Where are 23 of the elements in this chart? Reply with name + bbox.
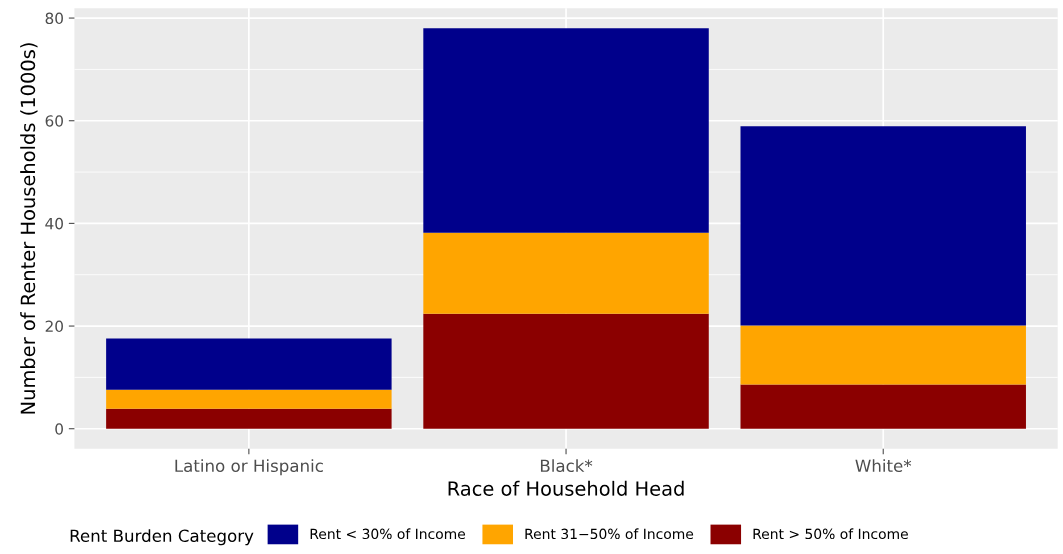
legend-label: Rent > 50% of Income: [753, 528, 908, 540]
legend-title: Rent Burden Category: [70, 529, 254, 546]
bar: [106, 408, 392, 429]
bar: [106, 389, 392, 409]
y-tick-label: 40: [45, 217, 63, 230]
bar: [106, 338, 392, 390]
y-axis-title: Number of Renter Households (1000s): [20, 43, 38, 414]
legend-label: Rent < 30% of Income: [310, 528, 466, 540]
x-tick-label: Latino or Hispanic: [175, 459, 323, 476]
x-tick-label: Black*: [540, 459, 593, 473]
legend-label: Rent 31−50% of Income: [525, 528, 694, 540]
y-tick-label: 0: [55, 423, 63, 435]
x-axis-title: Race of Household Head: [448, 480, 684, 496]
bar: [423, 313, 709, 429]
bar: [740, 384, 1026, 429]
y-tick-label: 20: [45, 320, 63, 333]
bar: [740, 126, 1026, 326]
bar: [423, 28, 709, 233]
y-tick-label: 80: [45, 12, 63, 25]
bar: [740, 325, 1026, 385]
x-tick-label: White*: [855, 459, 912, 473]
bar: [423, 232, 709, 314]
y-tick-label: 60: [45, 115, 63, 127]
